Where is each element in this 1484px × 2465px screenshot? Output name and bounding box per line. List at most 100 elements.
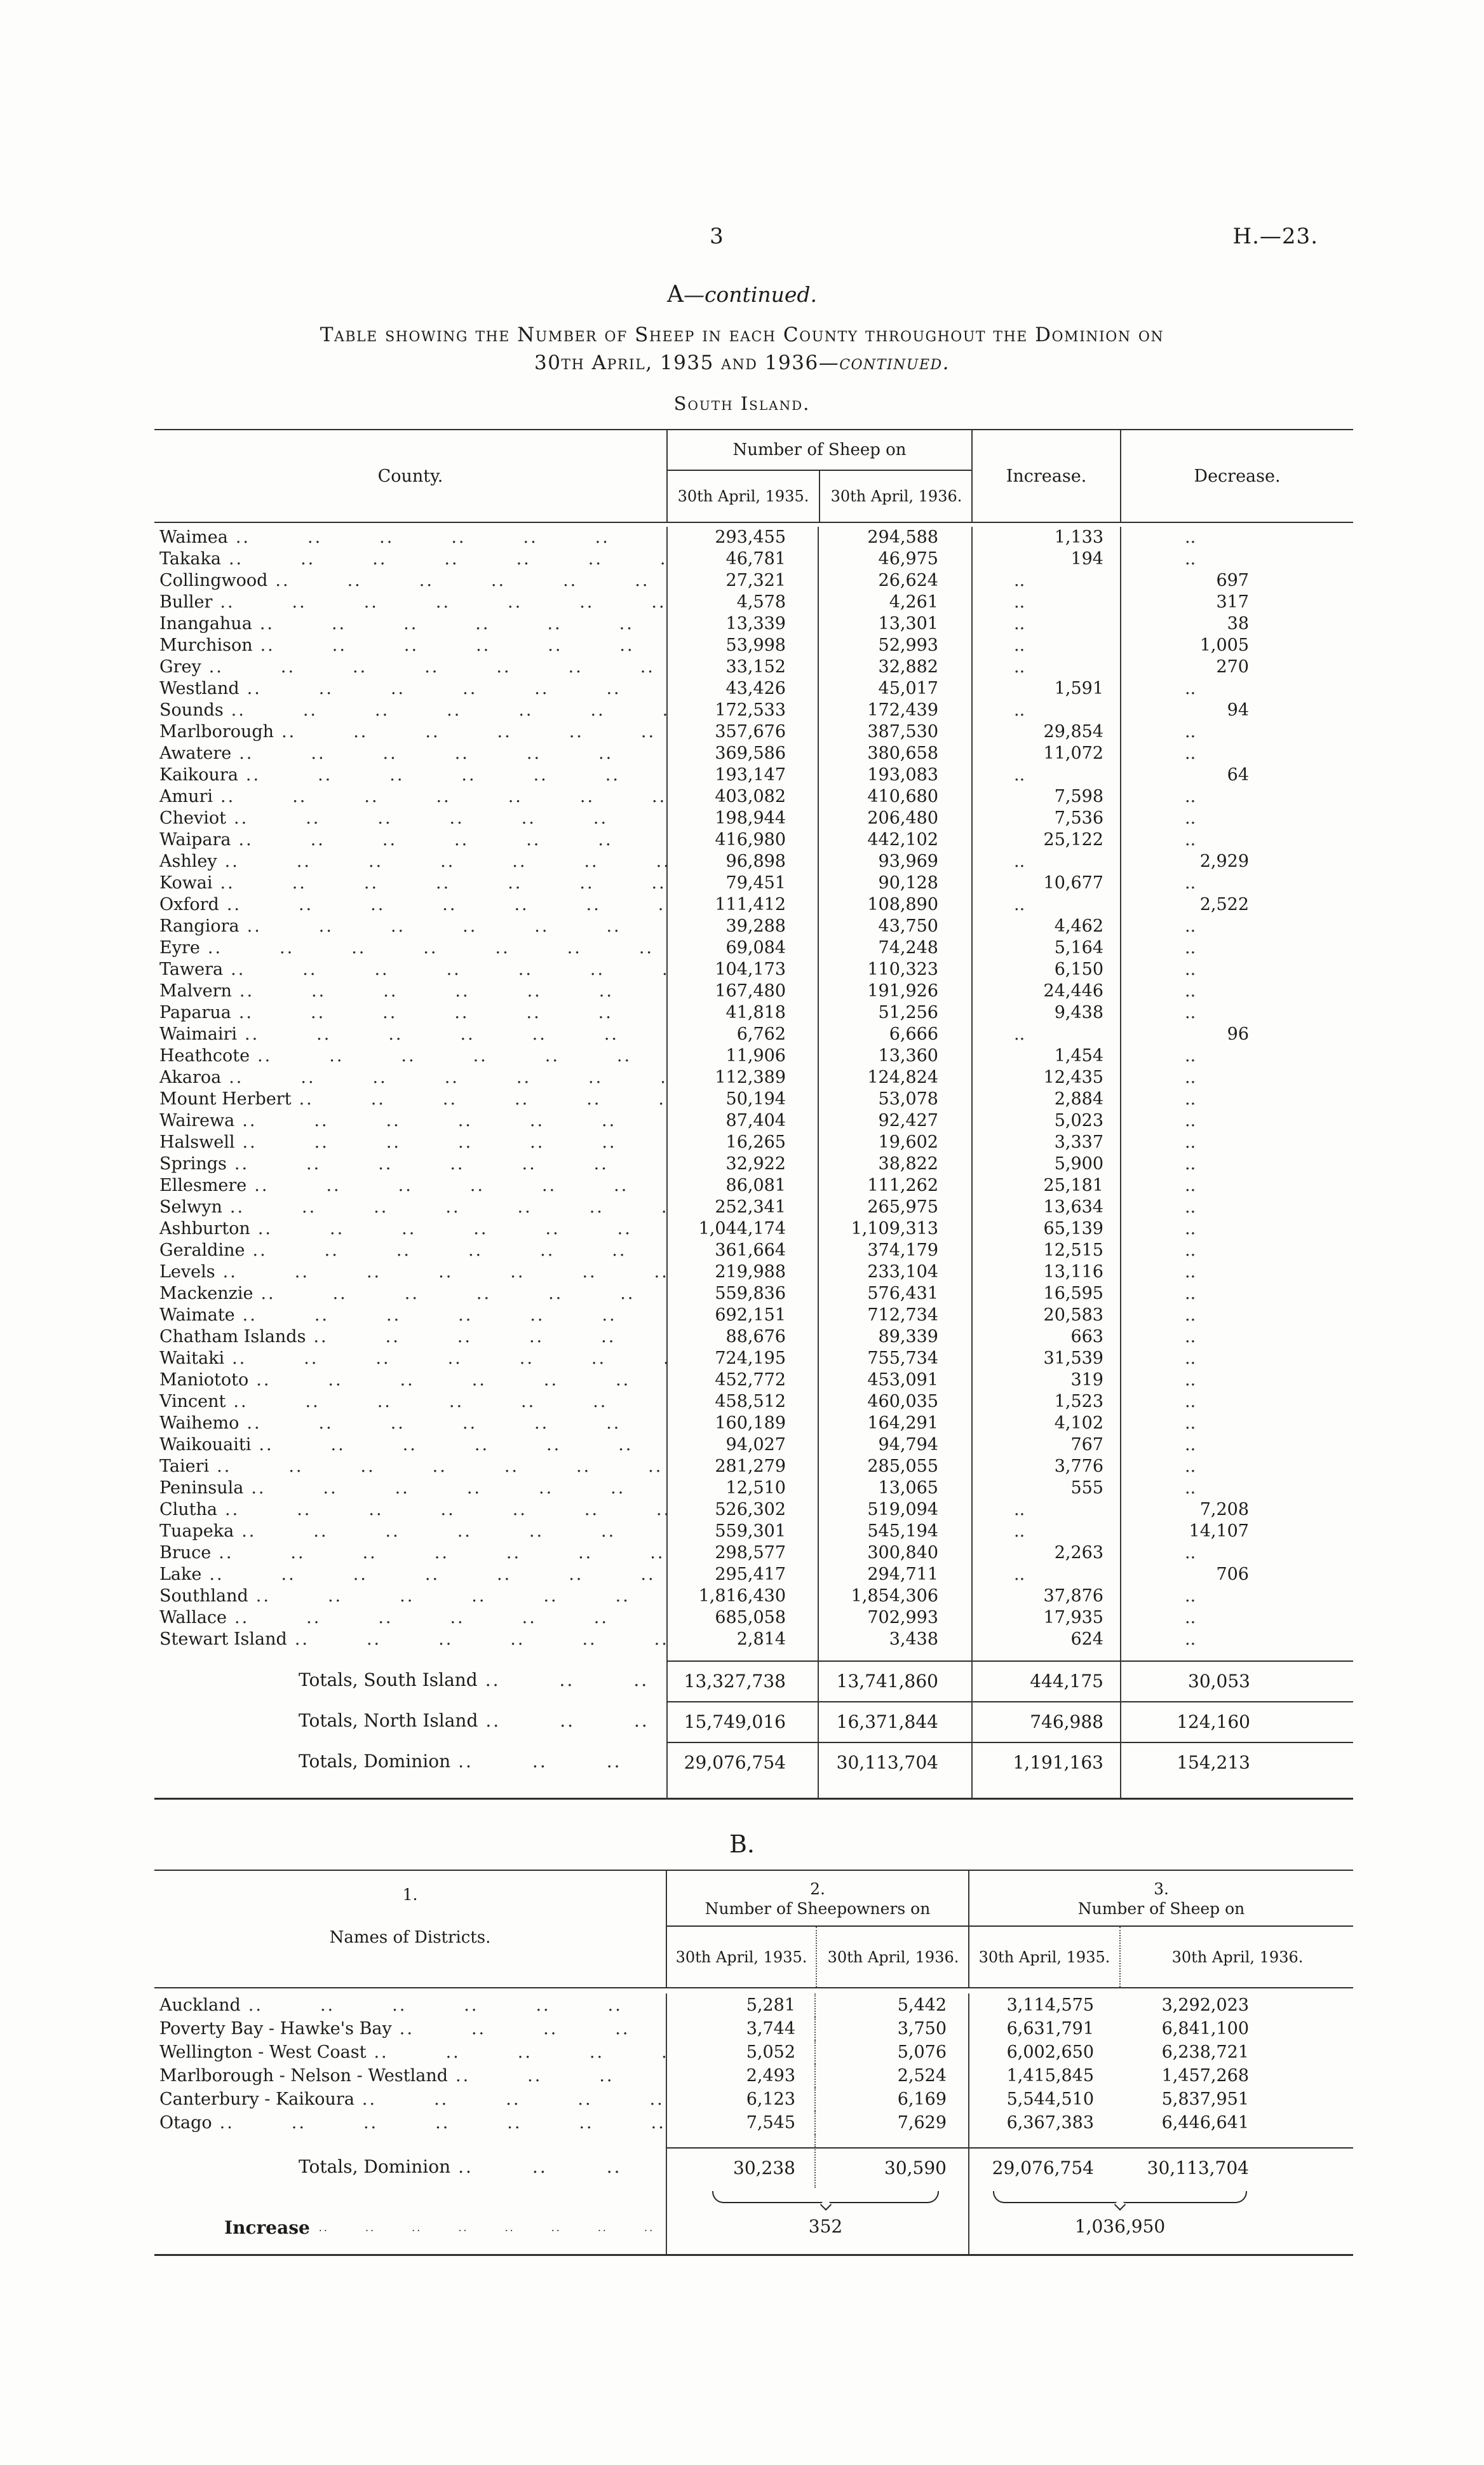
county-name: Wairewa <box>159 1111 235 1131</box>
sheep-1936-value: 52,993 <box>818 635 971 656</box>
increase-label: Increase <box>224 2217 310 2238</box>
county-name: Grey <box>159 657 201 677</box>
sheep-1936-value: 545,194 <box>818 1521 971 1542</box>
county-name: Oxford <box>159 895 219 914</box>
decrease-value: 2,522 <box>1120 894 1353 916</box>
county-name: Waitaki <box>159 1348 225 1368</box>
totals-label: Totals, South Island <box>299 1669 478 1690</box>
decrease-value: .. <box>1120 1218 1353 1240</box>
county-row: Ashley.. .. .. .. .. .. .. .. .. .. .. .… <box>154 851 1353 873</box>
dot-leader: .. .. .. .. .. .. .. .. .. .. .. .. <box>257 1219 666 1239</box>
sheep-1936-value: 442,102 <box>818 829 971 851</box>
increase-value: 194 <box>971 548 1120 570</box>
totals-decrease-value: 124,160 <box>1120 1701 1353 1742</box>
table-a-header: County. Number of Sheep on 30th April, 1… <box>154 430 1353 523</box>
county-name: Amuri <box>159 787 213 806</box>
county-name: Inangahua <box>159 614 252 634</box>
county-name: Geraldine <box>159 1240 245 1260</box>
owners-1936-value: 5,076 <box>814 2041 968 2064</box>
county-row: Awatere.. .. .. .. .. .. .. .. .. .. .. … <box>154 743 1353 764</box>
dot-leader: .. .. .. .. .. .. .. .. .. .. .. .. <box>256 1370 666 1390</box>
increase-value: 3,776 <box>971 1456 1120 1477</box>
sheep-1936-value: 6,666 <box>818 1024 971 1045</box>
decrease-value: 14,107 <box>1120 1521 1353 1542</box>
owners-1936-value: 7,629 <box>814 2111 968 2135</box>
decrease-value: .. <box>1120 829 1353 851</box>
county-name: Chatham Islands <box>159 1327 306 1347</box>
col-header-increase: Increase. <box>971 430 1120 522</box>
county-row: Southland.. .. .. .. .. .. .. .. .. .. .… <box>154 1586 1353 1607</box>
county-name: Rangiora <box>159 916 239 936</box>
county-row: Oxford .. .. .. .. .. .. .. .. .. .. .. .… <box>154 894 1353 916</box>
increase-value: .. <box>971 851 1120 873</box>
county-row: Takaka.. .. .. .. .. .. .. .. .. .. .. .… <box>154 548 1353 570</box>
sheep-1935-value: 685,058 <box>666 1607 818 1629</box>
dot-leader: .. .. .. .. .. .. .. .. .. .. .. .. <box>238 1003 666 1022</box>
dot-leader: .. .. .. .. .. .. .. .. .. .. .. .. <box>259 1435 666 1455</box>
dot-leader: .. .. .. .. .. .. .. .. .. .. .. .. <box>399 2019 666 2039</box>
decrease-value: .. <box>1120 743 1353 764</box>
sheep-1936-value: 164,291 <box>818 1413 971 1434</box>
dot-leader: .. .. .. .. .. .. .. .. .. .. .. .. <box>220 787 666 806</box>
sheep-1936-value: 294,711 <box>818 1564 971 1586</box>
county-row: Akaroa.. .. .. .. .. .. .. .. .. .. .. .… <box>154 1067 1353 1089</box>
county-row: Wairewa.. .. .. .. .. .. .. .. .. .. .. … <box>154 1110 1353 1132</box>
sheep-1936-value: 43,750 <box>818 916 971 937</box>
sheep-1935-value: 6,367,383 <box>968 2111 1118 2135</box>
dot-leader: .. .. .. .. .. .. .. .. .. .. .. .. <box>232 1348 666 1368</box>
dot-leader: .. .. .. .. .. .. .. .. .. .. .. .. <box>209 1565 666 1584</box>
decrease-value: .. <box>1120 721 1353 743</box>
sheep-1935-value: 13,339 <box>666 613 818 635</box>
increase-value: 767 <box>971 1434 1120 1456</box>
increase-value: 1,523 <box>971 1391 1120 1413</box>
decrease-value: .. <box>1120 981 1353 1002</box>
increase-value: .. <box>971 700 1120 721</box>
sheep-1935-value: 526,302 <box>666 1499 818 1521</box>
dot-leader: .. .. .. .. .. .. .. .. .. .. .. .. <box>255 1586 666 1606</box>
sheep-1936-value: 1,109,313 <box>818 1218 971 1240</box>
decrease-value: .. <box>1120 916 1353 937</box>
sheep-1935-value: 112,389 <box>666 1067 818 1089</box>
decrease-value: .. <box>1120 937 1353 959</box>
increase-value: 4,462 <box>971 916 1120 937</box>
county-name: Tawera <box>159 960 224 979</box>
county-name: Tuapeka <box>159 1521 234 1541</box>
county-row: Collingwood.. .. .. .. .. .. .. .. .. ..… <box>154 570 1353 592</box>
decrease-value: .. <box>1120 527 1353 548</box>
dot-leader: .. .. .. .. .. .. .. .. .. .. .. .. <box>229 1197 666 1217</box>
totals-row: Totals, South Island .. .. .. .. .. .. ..… <box>154 1660 1353 1701</box>
owners-1935-value: 2,493 <box>666 2064 814 2088</box>
dot-leader: .. .. .. .. .. .. .. .. .. .. .. .. <box>241 1521 666 1541</box>
col-number-3: 3. <box>1154 1880 1169 1898</box>
section-a-letter: A <box>666 282 684 308</box>
decrease-value: .. <box>1120 1110 1353 1132</box>
county-row: Rangiora.. .. .. .. .. .. .. .. .. .. ..… <box>154 916 1353 937</box>
sheep-1936-value: 89,339 <box>818 1326 971 1348</box>
col-group-sheep: 3. Number of Sheep on 30th April, 1935. … <box>968 1871 1353 1987</box>
page-number: 3 <box>710 224 724 249</box>
increase-value: .. <box>971 635 1120 656</box>
increase-value: 31,539 <box>971 1348 1120 1369</box>
increase-value: 7,536 <box>971 808 1120 829</box>
district-row: Wellington - West Coast .. .. .. .. .. ..… <box>154 2041 1353 2064</box>
district-row: Auckland .. .. .. .. .. .. .. .. .. .. ..… <box>154 1993 1353 2017</box>
increase-value: 37,876 <box>971 1586 1120 1607</box>
increase-value: .. <box>971 1024 1120 1045</box>
sheep-1936-value: 26,624 <box>818 570 971 592</box>
dot-leader: .. .. .. .. .. .. .. .. .. .. .. .. <box>246 679 666 698</box>
county-row: Inangahua.. .. .. .. .. .. .. .. .. .. .… <box>154 613 1353 635</box>
dot-leader: .. .. .. .. .. .. .. .. .. .. .. .. <box>226 895 666 914</box>
increase-value: 1,591 <box>971 678 1120 700</box>
decrease-value: .. <box>1120 1261 1353 1283</box>
sheep-1935-value: 219,988 <box>666 1261 818 1283</box>
sheep-1935-value: 298,577 <box>666 1542 818 1564</box>
county-name: Mount Herbert <box>159 1089 292 1109</box>
decrease-value: .. <box>1120 1369 1353 1391</box>
increase-value: 9,438 <box>971 1002 1120 1024</box>
totals-1936-value: 30,113,704 <box>818 1742 971 1783</box>
totals-row: Totals, North Island .. .. .. .. .. .. ..… <box>154 1701 1353 1742</box>
sheep-1935-value: 94,027 <box>666 1434 818 1456</box>
sheep-1936-value: 94,794 <box>818 1434 971 1456</box>
sheep-1935-value: 27,321 <box>666 570 818 592</box>
county-name: Westland <box>159 679 239 698</box>
